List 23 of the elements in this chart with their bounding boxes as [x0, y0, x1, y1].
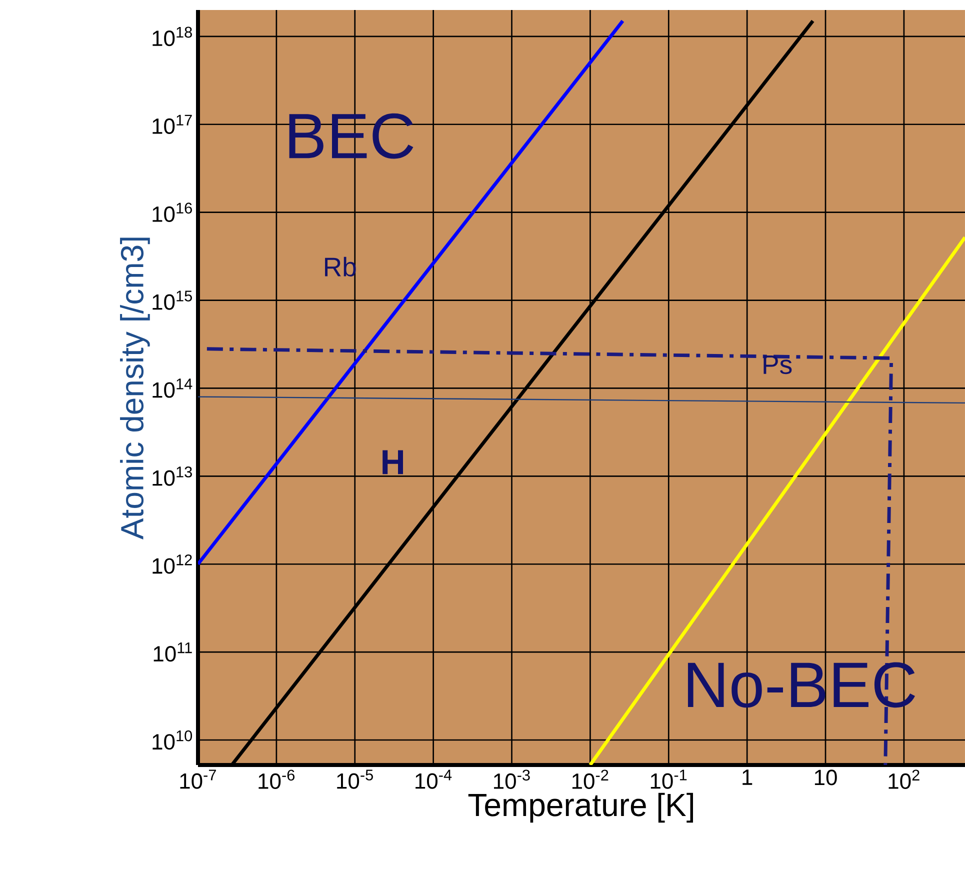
- x-tick-label: 10$^{-2}$: [572, 770, 608, 790]
- x-tick-label: 10: [814, 770, 837, 786]
- x-tick-label: 1: [742, 770, 752, 785]
- y-tick-label: 10$^{13}$: [152, 466, 192, 486]
- annotation: Ps: [764, 356, 792, 374]
- y-tick-label: 10$^{18}$: [152, 26, 192, 46]
- y-tick-label: 10$^{11}$: [154, 642, 192, 662]
- x-tick-label: 10$^{-5}$: [337, 770, 373, 789]
- x-tick-label: 10$^{2}$: [888, 770, 920, 790]
- x-tick-label: 10$^{-1}$: [650, 770, 687, 789]
- y-tick-label: 10$^{14}$: [152, 378, 192, 398]
- y-tick-label: 10$^{15}$: [152, 290, 192, 310]
- y-tick-label: 10$^{10}$: [152, 730, 192, 750]
- y-tick-label: 10$^{12}$: [152, 554, 192, 574]
- y-tick-label: 10$^{17}$: [152, 114, 192, 134]
- x-tick-label: 10$^{-3}$: [494, 770, 530, 790]
- y-axis-title: Atomic density [/cm3]: [120, 238, 150, 540]
- x-tick-label: 10$^{-7}$: [180, 770, 216, 789]
- x-tick-label: 10$^{-4}$: [416, 770, 452, 789]
- y-tick-label: 10$^{16}$: [152, 202, 192, 222]
- x-tick-label: 10$^{-6}$: [258, 770, 295, 790]
- annotation: H: [382, 450, 404, 474]
- x-axis-title: Temperature [K]: [468, 792, 693, 823]
